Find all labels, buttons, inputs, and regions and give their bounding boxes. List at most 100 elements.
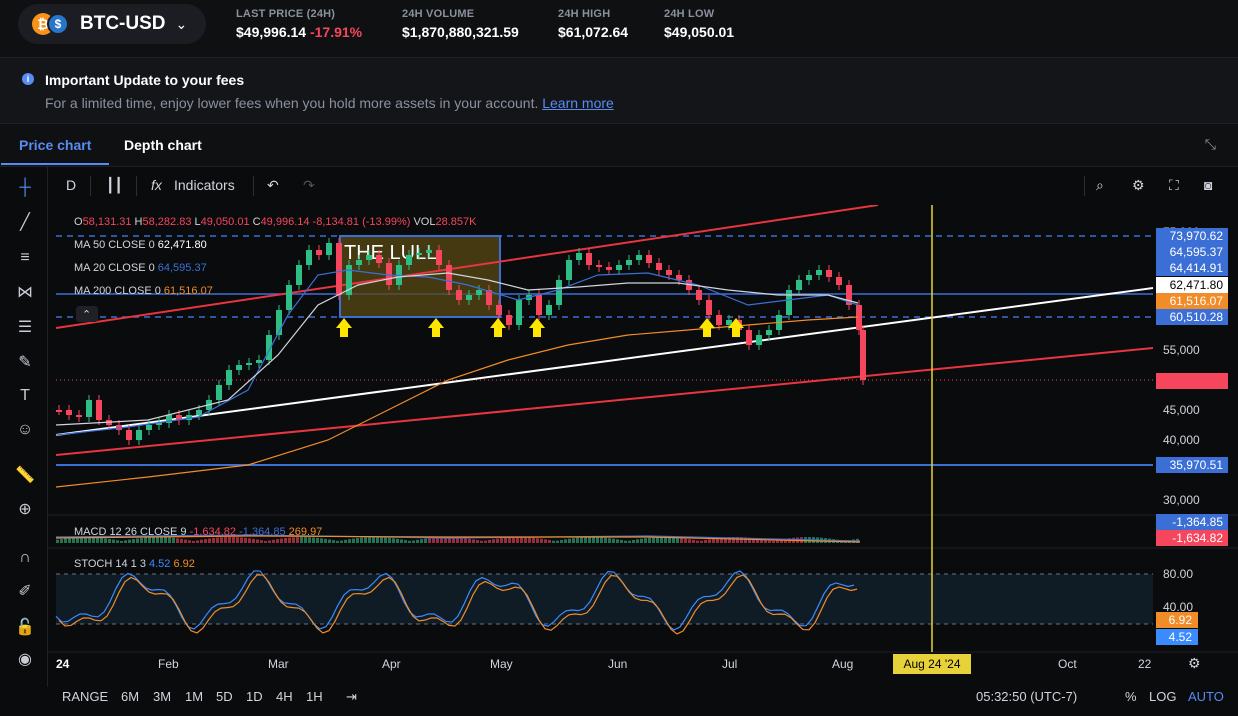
macd-bar (136, 538, 139, 543)
macd-badge-label: -1,634.82 (1172, 531, 1223, 545)
tab-depth-chart[interactable]: Depth chart (124, 137, 202, 153)
fullscreen-icon[interactable]: ⛶ (1169, 177, 1179, 193)
arrow-up-icon (529, 318, 545, 337)
macd-bar (340, 540, 343, 543)
auto-toggle[interactable]: AUTO (1188, 689, 1224, 704)
time-label: May (490, 657, 513, 671)
macd-bar (92, 537, 95, 543)
crosshair-icon[interactable]: ┼ (19, 179, 31, 196)
macd-bar (544, 539, 547, 543)
upper-channel-line (55, 205, 879, 329)
macd-bar (76, 537, 79, 543)
tab-price-chart[interactable]: Price chart (0, 137, 110, 165)
price-badge (1156, 293, 1228, 309)
indicators-button[interactable]: Indicators (174, 177, 235, 193)
interval-button[interactable]: D (66, 177, 77, 193)
macd-bar (280, 538, 283, 543)
macd-bar (504, 537, 507, 543)
macd-bar (528, 537, 531, 543)
gear-icon[interactable]: ⚙ (1132, 177, 1145, 193)
horizontal-lines-icon[interactable]: ≡ (20, 249, 30, 266)
range-1m[interactable]: 1M (185, 689, 204, 704)
log-toggle[interactable]: LOG (1149, 689, 1177, 704)
candle (446, 265, 452, 290)
cursor-date-badge (893, 654, 971, 674)
candle (536, 295, 542, 315)
macd-bar (500, 538, 503, 543)
settings-icon[interactable]: ⚙ (1188, 655, 1201, 671)
search-indicator-icon[interactable]: ⌕ (1096, 177, 1104, 193)
range-3m[interactable]: 3M (153, 689, 172, 704)
pair-selector[interactable]: ₿ $ BTC-USD ⌄ (18, 4, 206, 44)
cursor-date-label: Aug 24 '24 (903, 657, 960, 671)
lock-drawing-icon[interactable]: ✐ (18, 583, 32, 600)
trendline-icon[interactable]: ╱ (20, 214, 30, 231)
macd-bar (548, 540, 551, 543)
macd-bar (228, 537, 231, 543)
redo-icon[interactable]: ↷ (303, 177, 315, 193)
zoom-in-icon[interactable]: ⊕ (18, 501, 32, 518)
macd-bar (632, 539, 635, 543)
price-tick: 30,000 (1163, 493, 1200, 507)
eye-icon[interactable]: ◉ (18, 651, 32, 668)
price-change: -17.91% (309, 24, 363, 40)
fib-icon[interactable]: ☰ (17, 319, 33, 336)
lock-icon[interactable]: 🔓 (15, 619, 35, 636)
macd-bar (260, 540, 263, 543)
macd-bar (760, 539, 763, 543)
candle (816, 270, 822, 275)
macd-bar (540, 538, 543, 543)
time-label: 24 (56, 657, 70, 671)
candle (336, 243, 342, 295)
macd-bar (332, 540, 335, 543)
macd-bar (100, 537, 103, 543)
candle (666, 270, 672, 275)
fx-icon[interactable]: fx (151, 177, 162, 193)
macd-bar (184, 539, 187, 543)
candle (726, 320, 732, 325)
range-1d[interactable]: 1D (246, 689, 263, 704)
ohlc-legend: O58,131.31 H58,282.83 L49,050.01 C49,996… (74, 216, 477, 228)
macd-bar (516, 537, 519, 543)
candle (416, 253, 422, 255)
macd-bar (256, 539, 259, 543)
candle (376, 255, 382, 263)
camera-icon[interactable]: ◙ (1204, 177, 1213, 193)
macd-bar (592, 537, 595, 543)
market-header: ₿ $ BTC-USD ⌄ LAST PRICE (24H) $49,996.14… (0, 0, 1238, 58)
macd-bar (556, 540, 559, 543)
text-icon[interactable]: T (20, 387, 30, 404)
range-4h[interactable]: 4H (276, 689, 293, 704)
learn-more-link[interactable]: Learn more (542, 95, 614, 111)
range-6m[interactable]: 6M (121, 689, 140, 704)
macd-badge (1156, 530, 1228, 546)
ruler-icon[interactable]: 📏 (15, 467, 35, 484)
macd-bar (444, 537, 447, 543)
collapse-legend-button[interactable] (76, 306, 98, 322)
time-label: Apr (382, 657, 401, 671)
macd-bar (104, 538, 107, 543)
candle-type-icon[interactable]: ┃┃ (106, 177, 123, 193)
pattern-icon[interactable]: ⋈ (17, 284, 33, 301)
macd-bar (356, 538, 359, 543)
price-badge (1156, 228, 1228, 244)
percent-toggle[interactable]: % (1125, 689, 1137, 704)
lower-channel-line (55, 347, 1154, 456)
macd-bar (292, 537, 295, 543)
macd-bar (268, 540, 271, 543)
brush-icon[interactable]: ✎ (18, 354, 32, 371)
macd-bar (392, 538, 395, 543)
date-range-icon[interactable]: ⇥ (346, 689, 357, 704)
undo-icon[interactable]: ↶ (267, 177, 279, 193)
macd-bar (160, 537, 163, 543)
range-1h[interactable]: 1H (306, 689, 323, 704)
collapse-icon[interactable]: ⤡ (1204, 136, 1216, 152)
range-5d[interactable]: 5D (216, 689, 233, 704)
emoji-icon[interactable]: ☺ (16, 421, 34, 438)
macd-bar (152, 537, 155, 543)
magnet-icon[interactable]: ∩ (19, 549, 31, 566)
macd-bar (628, 540, 631, 543)
macd-bar (232, 537, 235, 543)
macd-bar (376, 537, 379, 543)
